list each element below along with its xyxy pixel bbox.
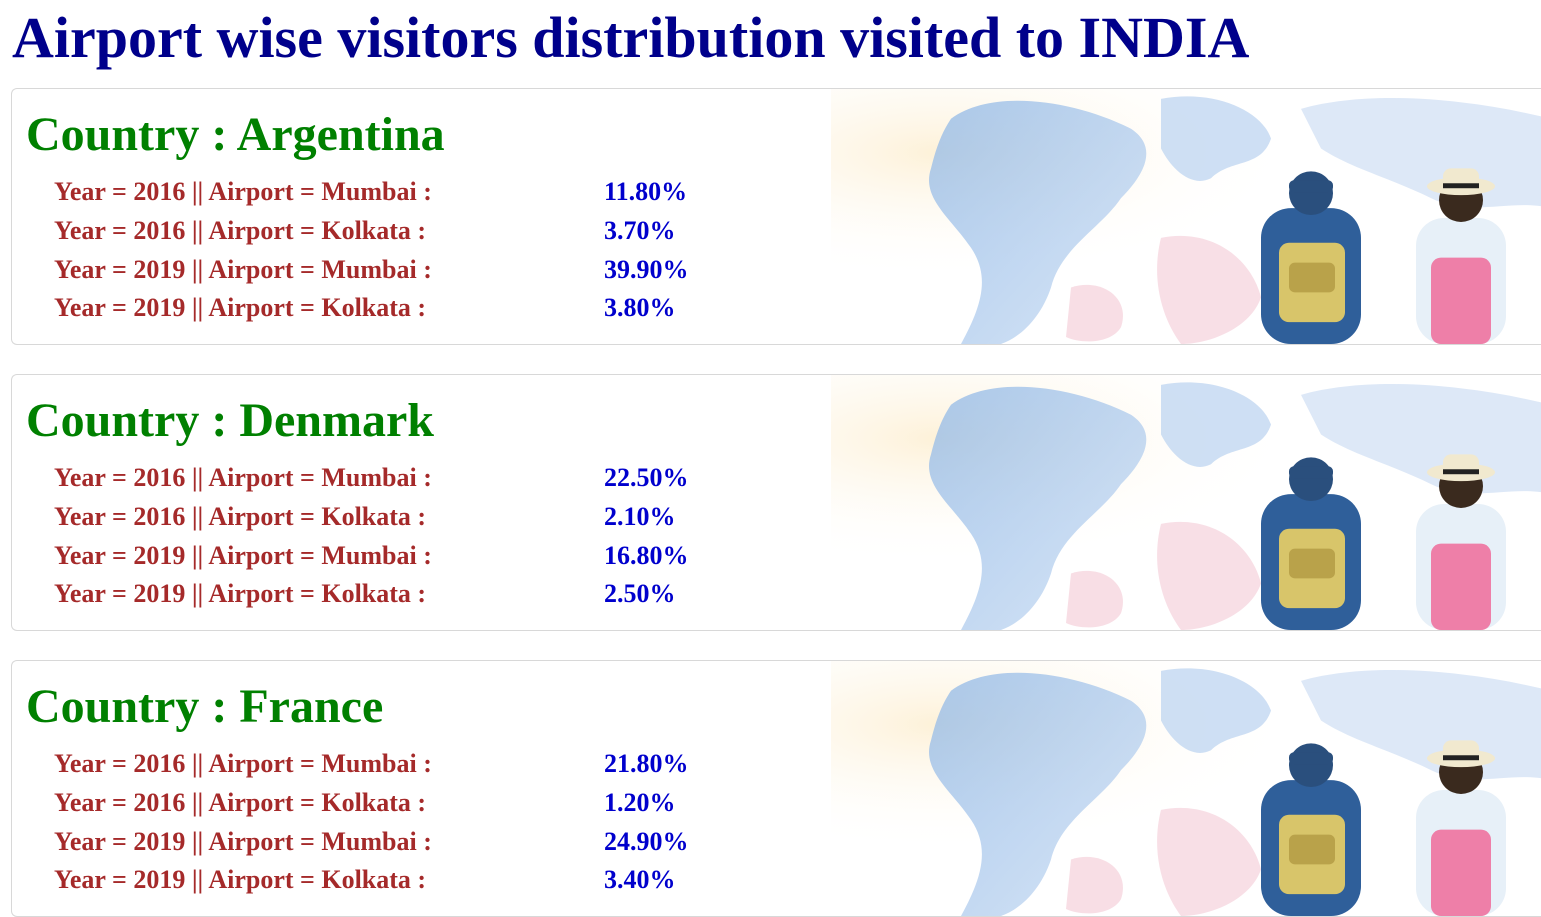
stat-value: 24.90% <box>604 826 689 856</box>
stat-label: Year = 2019 || Airport = Kolkata : <box>54 865 427 895</box>
traveler-woman-icon <box>1416 168 1506 344</box>
stat-label: Year = 2019 || Airport = Mumbai : <box>54 540 432 570</box>
country-heading: Country : Argentina <box>26 108 445 161</box>
page-title: Airport wise visitors distribution visit… <box>12 5 1250 70</box>
traveler-man-icon <box>1261 457 1361 630</box>
stat-value: 11.80% <box>604 177 688 206</box>
traveler-woman-icon <box>1416 740 1506 916</box>
stat-value: 3.70% <box>604 215 676 245</box>
traveler-woman-icon <box>1416 454 1506 630</box>
stat-label: Year = 2016 || Airport = Mumbai : <box>54 463 432 492</box>
traveler-man-icon <box>1261 171 1361 344</box>
stat-label: Year = 2016 || Airport = Mumbai : <box>54 749 432 778</box>
country-card-france: Country : France Year = 2016 || Airport … <box>11 660 1541 917</box>
world-map-travelers-illustration <box>831 661 1541 916</box>
stat-label: Year = 2019 || Airport = Mumbai : <box>54 826 432 856</box>
stat-label: Year = 2019 || Airport = Kolkata : <box>54 579 427 609</box>
stat-value: 2.50% <box>604 579 676 609</box>
stat-label: Year = 2016 || Airport = Mumbai : <box>54 177 432 206</box>
stat-label: Year = 2016 || Airport = Kolkata : <box>54 787 427 817</box>
stat-label: Year = 2016 || Airport = Kolkata : <box>54 215 427 245</box>
stat-value: 21.80% <box>604 749 689 778</box>
stat-value: 22.50% <box>604 463 689 492</box>
country-card-argentina: Country : Argentina Year = 2016 || Airpo… <box>11 88 1541 345</box>
stat-value: 3.40% <box>604 865 676 895</box>
stat-label: Year = 2016 || Airport = Kolkata : <box>54 501 427 531</box>
world-map-travelers-illustration <box>831 89 1541 344</box>
traveler-man-icon <box>1261 743 1361 916</box>
stat-label: Year = 2019 || Airport = Mumbai : <box>54 254 432 284</box>
country-heading: Country : France <box>26 680 384 733</box>
stat-value: 16.80% <box>604 540 689 570</box>
stat-value: 3.80% <box>604 293 676 323</box>
stat-label: Year = 2019 || Airport = Kolkata : <box>54 293 427 323</box>
country-card-denmark: Country : Denmark Year = 2016 || Airport… <box>11 374 1541 631</box>
stat-value: 1.20% <box>604 787 676 817</box>
world-map-travelers-illustration <box>831 375 1541 630</box>
country-heading: Country : Denmark <box>26 394 434 447</box>
stat-value: 39.90% <box>604 254 689 284</box>
stat-value: 2.10% <box>604 501 676 531</box>
